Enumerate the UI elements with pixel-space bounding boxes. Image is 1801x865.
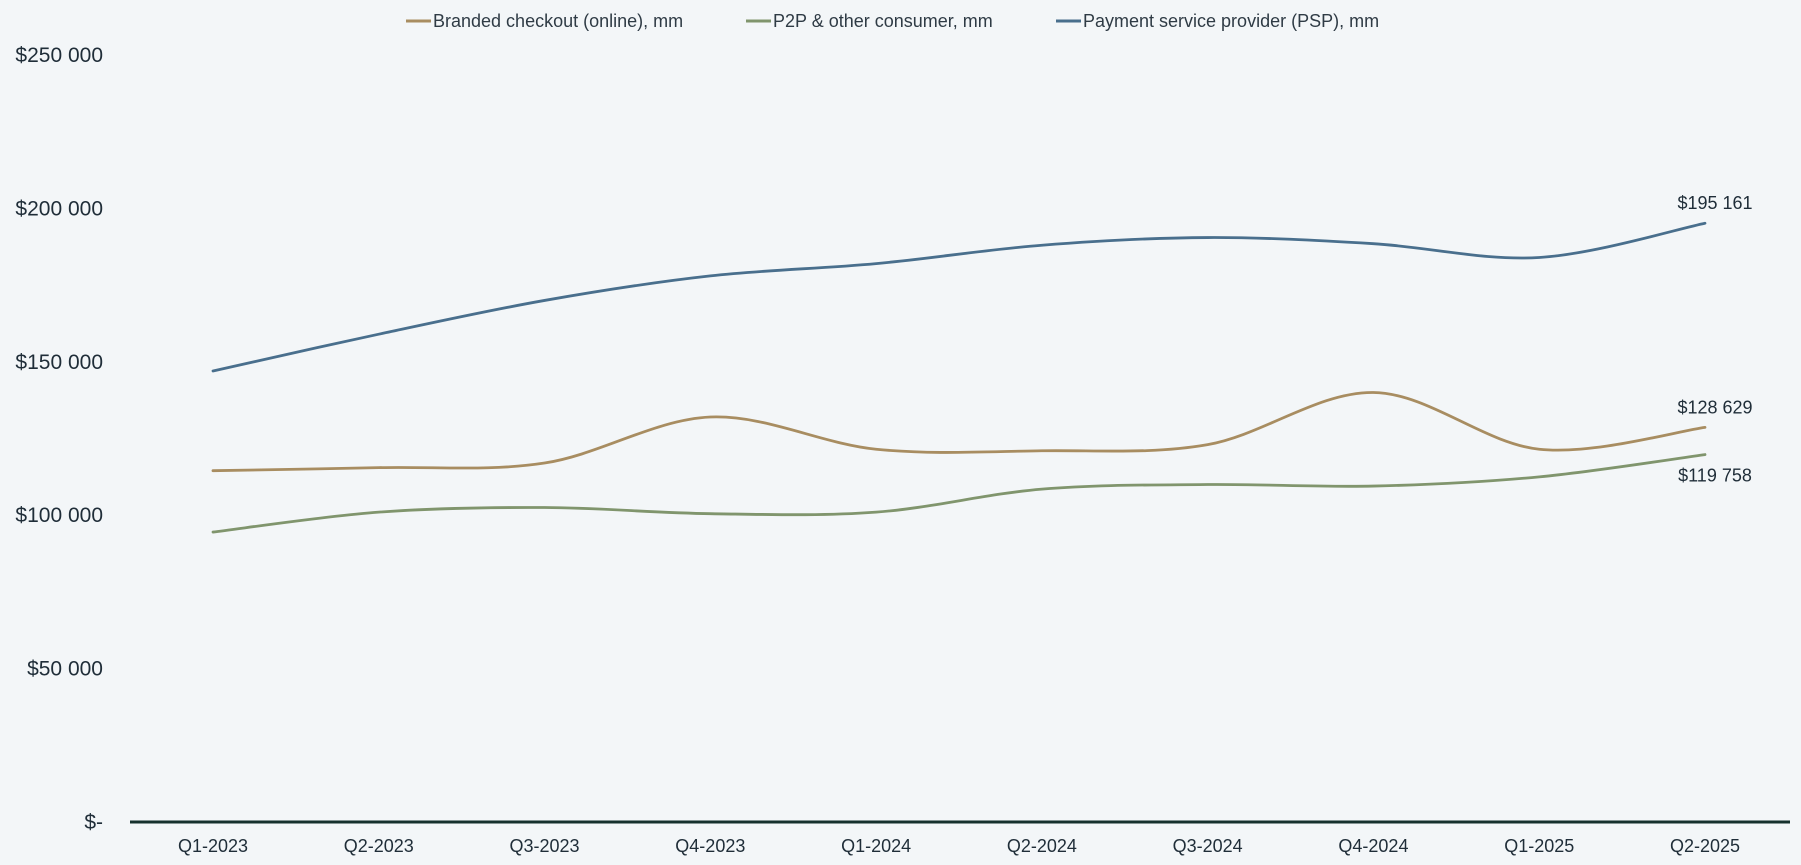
data-label-branded-checkout-online-mm: $128 629: [1677, 397, 1752, 417]
legend-item-branded-checkout-online-mm: Branded checkout (online), mm: [406, 11, 683, 31]
series-lines: [211, 221, 1707, 534]
legend-label: P2P & other consumer, mm: [773, 11, 993, 31]
x-tick-label: Q2-2025: [1670, 836, 1740, 856]
legend-item-payment-service-provider-psp-mm: Payment service provider (PSP), mm: [1056, 11, 1379, 31]
chart-legend: Branded checkout (online), mm P2P & other…: [406, 11, 1379, 31]
y-tick-label: $-: [84, 811, 103, 834]
y-tick-label: $250 000: [15, 44, 103, 67]
legend-item-p2p-other-consumer-mm: P2P & other consumer, mm: [746, 11, 993, 31]
y-tick-label: $200 000: [15, 197, 103, 220]
y-tick-label: $50 000: [27, 658, 103, 681]
x-tick-label: Q4-2024: [1338, 836, 1408, 856]
data-label-payment-service-provider-psp-mm: $195 161: [1677, 193, 1752, 213]
x-tick-label: Q4-2023: [675, 836, 745, 856]
x-tick-label: Q2-2023: [344, 836, 414, 856]
x-tick-label: Q1-2024: [841, 836, 911, 856]
legend-label: Branded checkout (online), mm: [433, 11, 683, 31]
y-tick-label: $150 000: [15, 351, 103, 374]
data-labels: $128 629 $119 758 $195 161: [1677, 193, 1752, 485]
series-line-payment-service-provider-psp-mm: [211, 221, 1707, 373]
legend-label: Payment service provider (PSP), mm: [1083, 11, 1379, 31]
x-tick-label: Q3-2023: [510, 836, 580, 856]
x-tick-label: Q2-2024: [1007, 836, 1077, 856]
y-axis: $- $50 000 $100 000 $150 000 $200 000 $250 00…: [15, 44, 103, 834]
y-tick-label: $100 000: [15, 504, 103, 527]
x-tick-label: Q1-2023: [178, 836, 248, 856]
series-line-p2p-other-consumer-mm: [211, 453, 1707, 534]
series-line-branded-checkout-online-mm: [211, 391, 1707, 473]
x-tick-label: Q1-2025: [1504, 836, 1574, 856]
x-axis: Q1-2023 Q2-2023 Q3-2023 Q4-2023 Q1-2024 Q2-20…: [130, 820, 1790, 856]
x-tick-label: Q3-2024: [1173, 836, 1243, 856]
data-label-p2p-other-consumer-mm: $119 758: [1678, 466, 1752, 486]
